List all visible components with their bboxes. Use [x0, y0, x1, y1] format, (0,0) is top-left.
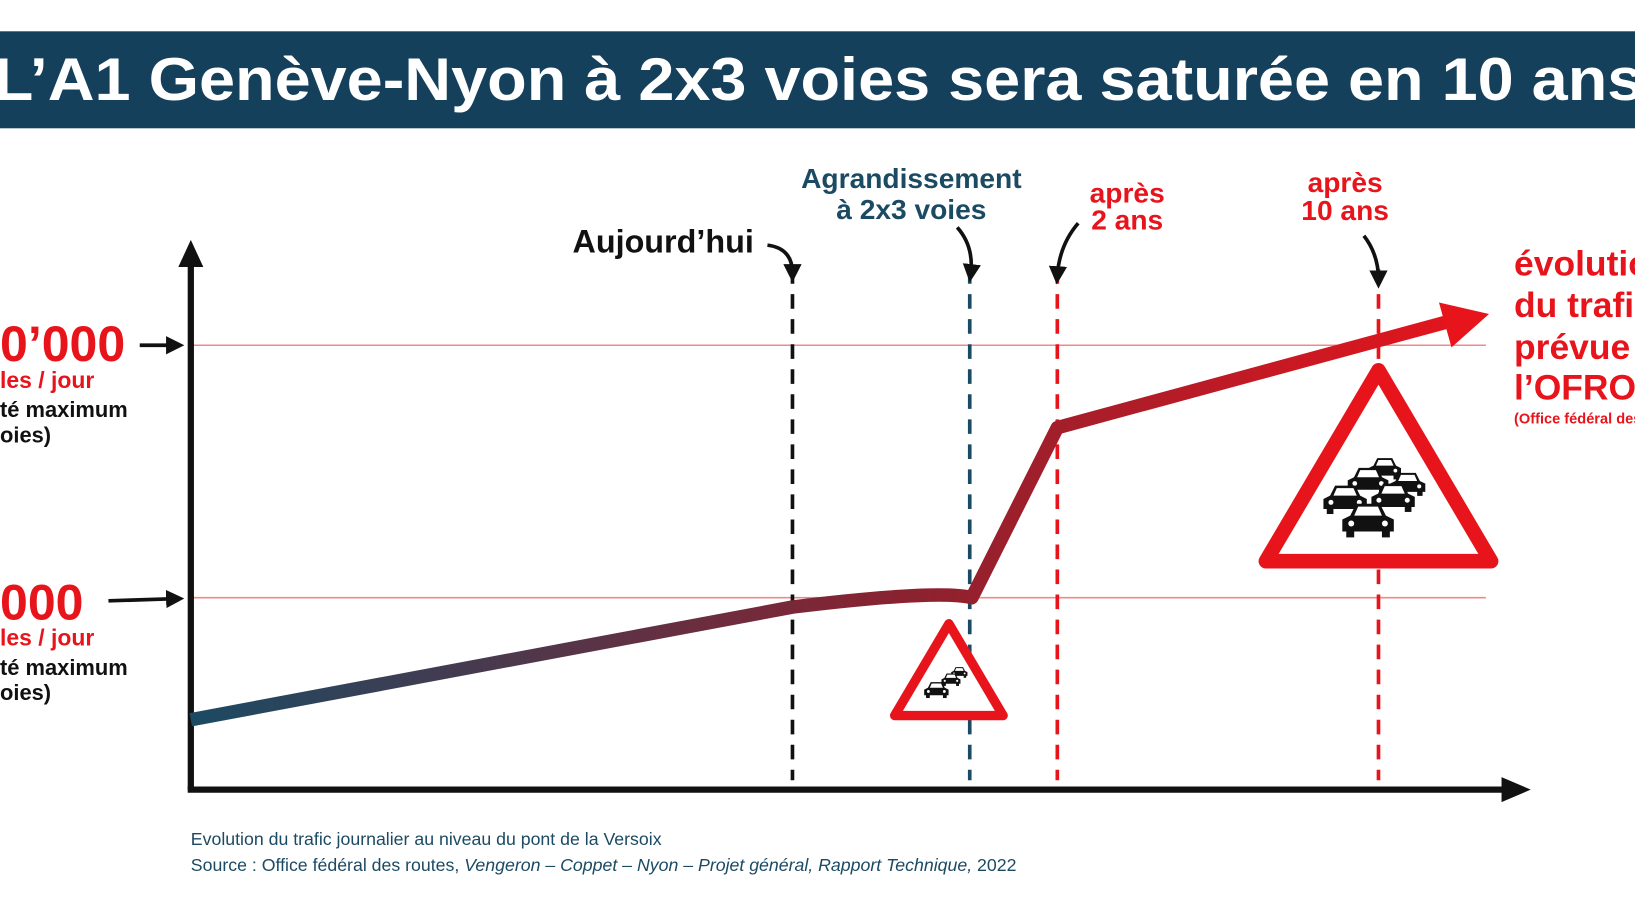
- marker-label: à 2x3 voies: [836, 194, 986, 225]
- level-unit: les / jour: [0, 625, 94, 651]
- marker-label: 2 ans: [1091, 204, 1163, 235]
- x-axis-arrow: [1501, 777, 1531, 803]
- marker-label: 10 ans: [1301, 195, 1389, 226]
- trend-line: [189, 314, 1452, 727]
- y-axis-arrow: [178, 239, 204, 268]
- marker-label: après: [1308, 167, 1383, 198]
- pointer-arrow: [955, 226, 981, 283]
- source: Source : Office fédéral des routes, Veng…: [191, 855, 1017, 875]
- pointer-arrow: [1362, 234, 1388, 289]
- warning-sign-large: [1258, 362, 1499, 569]
- level-note: oies): [0, 680, 51, 705]
- forecast-label: prévue: [1514, 327, 1630, 367]
- forecast-label: évolutio: [1514, 243, 1635, 283]
- level-note: té maximum: [0, 397, 128, 422]
- forecast-note: (Office fédéral des: [1514, 411, 1635, 427]
- pointer-arrow: [1048, 222, 1080, 285]
- caption: Evolution du trafic journalier au niveau…: [191, 829, 662, 849]
- level-value: 000: [0, 575, 84, 631]
- marker-label: après: [1090, 177, 1165, 208]
- source-prefix: Source : Office fédéral des routes,: [191, 855, 464, 875]
- warning-sign-small: [889, 619, 1008, 721]
- pointer-arrow: [767, 243, 802, 283]
- source-title: Vengeron – Coppet – Nyon – Projet généra…: [464, 855, 972, 875]
- level-unit: les / jour: [0, 367, 94, 393]
- title-bar: [0, 31, 1635, 129]
- level-note: oies): [0, 422, 51, 447]
- level-note: té maximum: [0, 655, 128, 680]
- trend-arrow: [1438, 302, 1490, 348]
- forecast-label: du trafi: [1514, 285, 1634, 325]
- forecast-label: l’OFROU: [1514, 367, 1635, 407]
- source-year: 2022: [972, 855, 1016, 875]
- level-value: 0’000: [0, 316, 125, 372]
- marker-label: Agrandissement: [801, 163, 1022, 194]
- level-arrow: [108, 589, 185, 609]
- marker-label: Aujourd’hui: [573, 223, 754, 259]
- title: L’A1 Genève-Nyon à 2x3 voies sera saturé…: [0, 45, 1635, 113]
